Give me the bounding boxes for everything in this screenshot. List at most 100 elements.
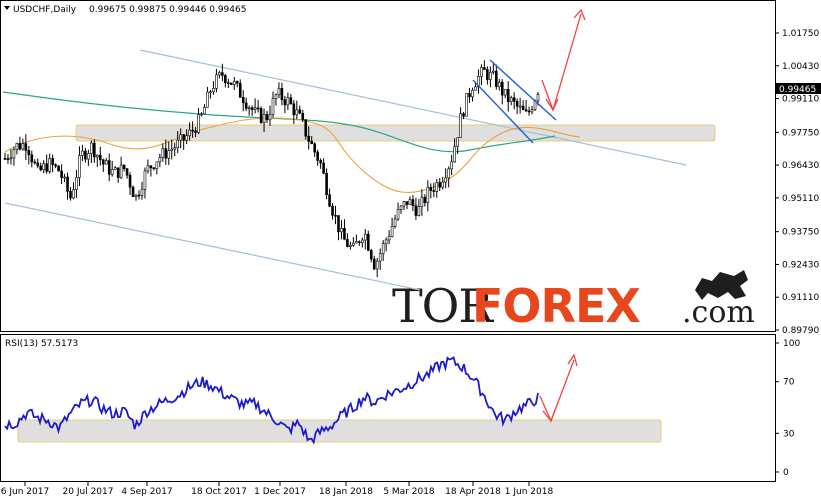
candle-body bbox=[444, 177, 447, 183]
candle-body bbox=[244, 102, 248, 109]
candle-body bbox=[137, 194, 141, 197]
candle-body bbox=[215, 74, 218, 89]
candle-body bbox=[277, 88, 281, 96]
current-price-label: 0.99465 bbox=[779, 85, 816, 95]
candle-body bbox=[60, 170, 63, 178]
candle-body bbox=[298, 109, 302, 114]
candle-body bbox=[36, 162, 40, 167]
candle-body bbox=[328, 194, 331, 207]
candle-body bbox=[203, 106, 206, 115]
candle-body bbox=[206, 91, 209, 108]
candle-body bbox=[238, 82, 242, 98]
watermark-forex: FOREX bbox=[472, 279, 640, 333]
candle-body bbox=[456, 137, 459, 147]
candle-body bbox=[51, 158, 54, 165]
candle-body bbox=[179, 134, 182, 141]
candle-body bbox=[375, 260, 379, 270]
candle-body bbox=[131, 186, 135, 198]
forecast-arrows bbox=[539, 8, 586, 423]
candle-body bbox=[387, 235, 391, 241]
price-tick-label: 0.95110 bbox=[782, 194, 819, 204]
candle-body bbox=[259, 108, 263, 123]
time-tick-label: 1 Jun 2018 bbox=[505, 487, 554, 497]
candle-body bbox=[420, 196, 424, 207]
candle-body bbox=[45, 163, 48, 172]
candle-body bbox=[536, 94, 540, 102]
price-tick-label: 0.89790 bbox=[782, 326, 819, 336]
candle-body bbox=[372, 258, 376, 270]
candle-body bbox=[492, 70, 495, 73]
price-arrowhead-up bbox=[573, 8, 586, 21]
candle-body bbox=[185, 135, 188, 141]
candle-body bbox=[340, 228, 343, 233]
candle-body bbox=[459, 113, 462, 138]
candle-body bbox=[450, 161, 453, 170]
candle-body bbox=[69, 191, 72, 199]
candle-body bbox=[405, 201, 409, 205]
candle-body bbox=[524, 109, 528, 112]
candle-body bbox=[256, 107, 260, 110]
candlesticks bbox=[3, 60, 540, 278]
candle-body bbox=[509, 97, 513, 102]
rsi-tick-label: 30 bbox=[783, 429, 795, 439]
candle-body bbox=[453, 146, 456, 163]
rsi-arrowhead-down bbox=[542, 409, 556, 423]
candle-body bbox=[286, 97, 290, 106]
candle-body bbox=[15, 143, 19, 150]
rsi-title: RSI(13) 57.5173 bbox=[5, 339, 78, 349]
candle-body bbox=[188, 129, 191, 137]
candle-body bbox=[432, 190, 436, 192]
candle-body bbox=[221, 72, 224, 76]
candle-body bbox=[503, 89, 507, 96]
time-axis: 6 Jun 2017 20 Jul 2017 4 Sep 2017 18 Oct 20… bbox=[1, 482, 554, 497]
candle-body bbox=[500, 81, 504, 96]
candle-body bbox=[337, 215, 340, 233]
candle-body bbox=[218, 72, 221, 76]
candle-body bbox=[197, 114, 200, 133]
time-tick-label: 5 Mar 2018 bbox=[383, 487, 435, 497]
candle-body bbox=[253, 107, 257, 110]
candle-body bbox=[87, 153, 90, 160]
candle-body bbox=[411, 199, 415, 206]
rsi-line bbox=[4, 356, 539, 445]
candle-body bbox=[381, 243, 385, 254]
dropdown-triangle-icon[interactable] bbox=[4, 6, 10, 10]
candle-body bbox=[262, 114, 266, 123]
candle-body bbox=[271, 98, 275, 116]
candle-body bbox=[9, 157, 13, 160]
candle-body bbox=[30, 154, 34, 163]
candle-body bbox=[33, 161, 37, 164]
candle-body bbox=[474, 86, 477, 91]
candle-body bbox=[489, 71, 492, 80]
price-axis: 1.01750 1.00430 0.99110 0.97750 0.96430 0.951… bbox=[775, 29, 819, 336]
rsi-tick-label: 100 bbox=[783, 339, 800, 349]
candle-body bbox=[316, 151, 319, 161]
candle-body bbox=[125, 168, 129, 176]
price-tick-label: 0.91110 bbox=[782, 293, 819, 303]
candle-body bbox=[462, 113, 465, 117]
candle-body bbox=[310, 141, 313, 144]
candle-body bbox=[515, 101, 519, 107]
price-tick-label: 0.92430 bbox=[782, 260, 819, 270]
candle-body bbox=[313, 143, 316, 153]
rsi-arrowhead-up bbox=[567, 353, 578, 367]
candle-body bbox=[426, 186, 430, 204]
time-tick-label: 18 Apr 2018 bbox=[445, 487, 501, 497]
price-tick-label: 0.93750 bbox=[782, 228, 819, 238]
time-tick-label: 6 Jun 2017 bbox=[1, 487, 49, 497]
candle-body bbox=[18, 143, 22, 150]
candle-body bbox=[66, 176, 69, 192]
candle-body bbox=[349, 244, 352, 247]
candle-body bbox=[155, 161, 159, 169]
time-tick-label: 20 Jul 2017 bbox=[63, 487, 114, 497]
candle-body bbox=[369, 250, 373, 260]
candle-body bbox=[27, 150, 31, 156]
candle-body bbox=[200, 113, 203, 116]
candle-body bbox=[140, 188, 144, 196]
candle-body bbox=[512, 97, 516, 102]
candle-body bbox=[265, 114, 269, 121]
candle-body bbox=[417, 206, 421, 216]
rsi-axis: 100 70 30 0 bbox=[775, 339, 800, 478]
candle-body bbox=[396, 209, 400, 220]
candle-body bbox=[497, 81, 501, 87]
